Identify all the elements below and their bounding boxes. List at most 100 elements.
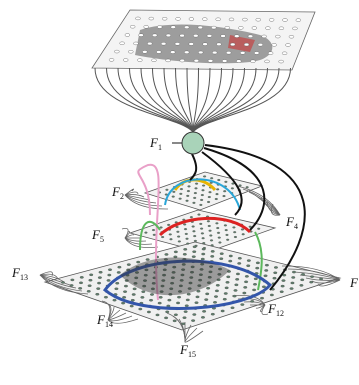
grid-dot <box>234 289 238 291</box>
grid-dot <box>211 26 216 29</box>
grid-dot <box>196 296 200 298</box>
grid-dot <box>210 240 213 242</box>
grid-dot <box>195 183 198 185</box>
grid-dot <box>184 311 188 313</box>
grid-dot <box>107 279 111 281</box>
grid-dot <box>218 237 221 239</box>
grid-dot <box>220 253 224 255</box>
grid-dot <box>252 289 256 291</box>
grid-dot <box>211 313 215 315</box>
grid-dot <box>97 282 101 284</box>
grid-dot <box>208 196 211 198</box>
grid-dot <box>250 60 255 63</box>
grid-dot <box>186 195 189 197</box>
grid-dot <box>179 198 182 200</box>
grid-dot <box>184 51 189 54</box>
grid-dot <box>236 273 240 275</box>
grid-dot <box>219 242 222 244</box>
grid-dot <box>274 266 278 268</box>
grid-dot <box>188 186 191 188</box>
grid-dot <box>226 239 229 241</box>
grid-dot <box>205 293 209 295</box>
grid-dot <box>166 59 171 62</box>
grid-dot <box>193 246 197 248</box>
grid-dot <box>156 314 160 316</box>
grid-dot <box>114 50 119 53</box>
grid-dot <box>170 238 173 240</box>
grid-dot <box>124 285 128 287</box>
grid-dot <box>89 279 93 281</box>
grid-dot <box>139 308 143 310</box>
grid-dot <box>123 291 127 293</box>
grid-dot <box>246 186 249 188</box>
grid-dot <box>216 227 219 229</box>
node-f1 <box>182 132 204 154</box>
grid-dot <box>291 276 295 278</box>
grid-dot <box>174 251 178 253</box>
grid-dot <box>123 59 128 62</box>
grid-dot <box>257 228 260 230</box>
grid-dot <box>234 236 237 238</box>
grid-dot <box>237 262 241 264</box>
grid-dot <box>162 17 167 20</box>
grid-dot <box>221 35 226 38</box>
grid-dot <box>152 229 155 231</box>
grid-dot <box>201 258 205 260</box>
grid-dot <box>292 271 296 273</box>
grid-dot <box>223 195 226 197</box>
grid-dot <box>78 287 82 289</box>
grid-dot <box>243 292 247 294</box>
grid-dot <box>231 187 234 189</box>
grid-dot <box>233 231 236 233</box>
grid-dot <box>169 234 172 236</box>
grid-dot <box>215 198 218 200</box>
grid-dot <box>296 19 301 22</box>
grid-dot <box>300 284 304 286</box>
grid-dot <box>216 188 219 190</box>
grid-dot <box>265 27 270 30</box>
grid-dot <box>228 260 232 262</box>
grid-dot <box>153 234 156 236</box>
grid-dot <box>289 35 294 38</box>
grid-dot <box>178 241 181 243</box>
grid-dot <box>166 189 169 191</box>
node-label: F <box>349 275 359 290</box>
node-label: F12 <box>267 301 284 318</box>
grid-dot <box>165 311 169 313</box>
grid-dot <box>89 274 93 276</box>
grid-dot <box>149 299 153 301</box>
label-index: 1 <box>158 143 162 152</box>
grid-dot <box>241 303 245 305</box>
grid-dot <box>121 302 125 304</box>
grid-dot <box>164 317 168 319</box>
grid-dot <box>270 294 274 296</box>
grid-dot <box>214 295 218 297</box>
grid-dot <box>247 259 251 261</box>
diagram: F1F2F4F5F13F12F14F15F <box>0 0 359 385</box>
grid-dot <box>209 230 212 232</box>
grid-dot <box>187 190 190 192</box>
grid-dot <box>213 301 217 303</box>
node-label: F1 <box>149 135 162 152</box>
label-index: 13 <box>20 273 28 282</box>
grid-dot <box>186 243 189 245</box>
grid-dot <box>177 296 181 298</box>
grid-dot <box>319 278 323 280</box>
grid-dot <box>183 317 187 319</box>
grid-dot <box>202 18 207 21</box>
grid-dot <box>166 34 171 37</box>
grid-dot <box>195 302 199 304</box>
fan-line <box>193 68 233 132</box>
grid-dot <box>225 287 229 289</box>
grid-dot <box>108 274 112 276</box>
grid-dot <box>115 282 119 284</box>
grid-dot <box>195 187 198 189</box>
grid-dot <box>139 34 144 37</box>
grid-dot <box>265 60 270 63</box>
grid-dot <box>70 284 74 286</box>
grid-dot <box>248 35 253 38</box>
grid-dot <box>109 58 114 61</box>
grid-dot <box>264 275 268 277</box>
grid-dot <box>290 287 294 289</box>
grid-dot <box>71 279 75 281</box>
